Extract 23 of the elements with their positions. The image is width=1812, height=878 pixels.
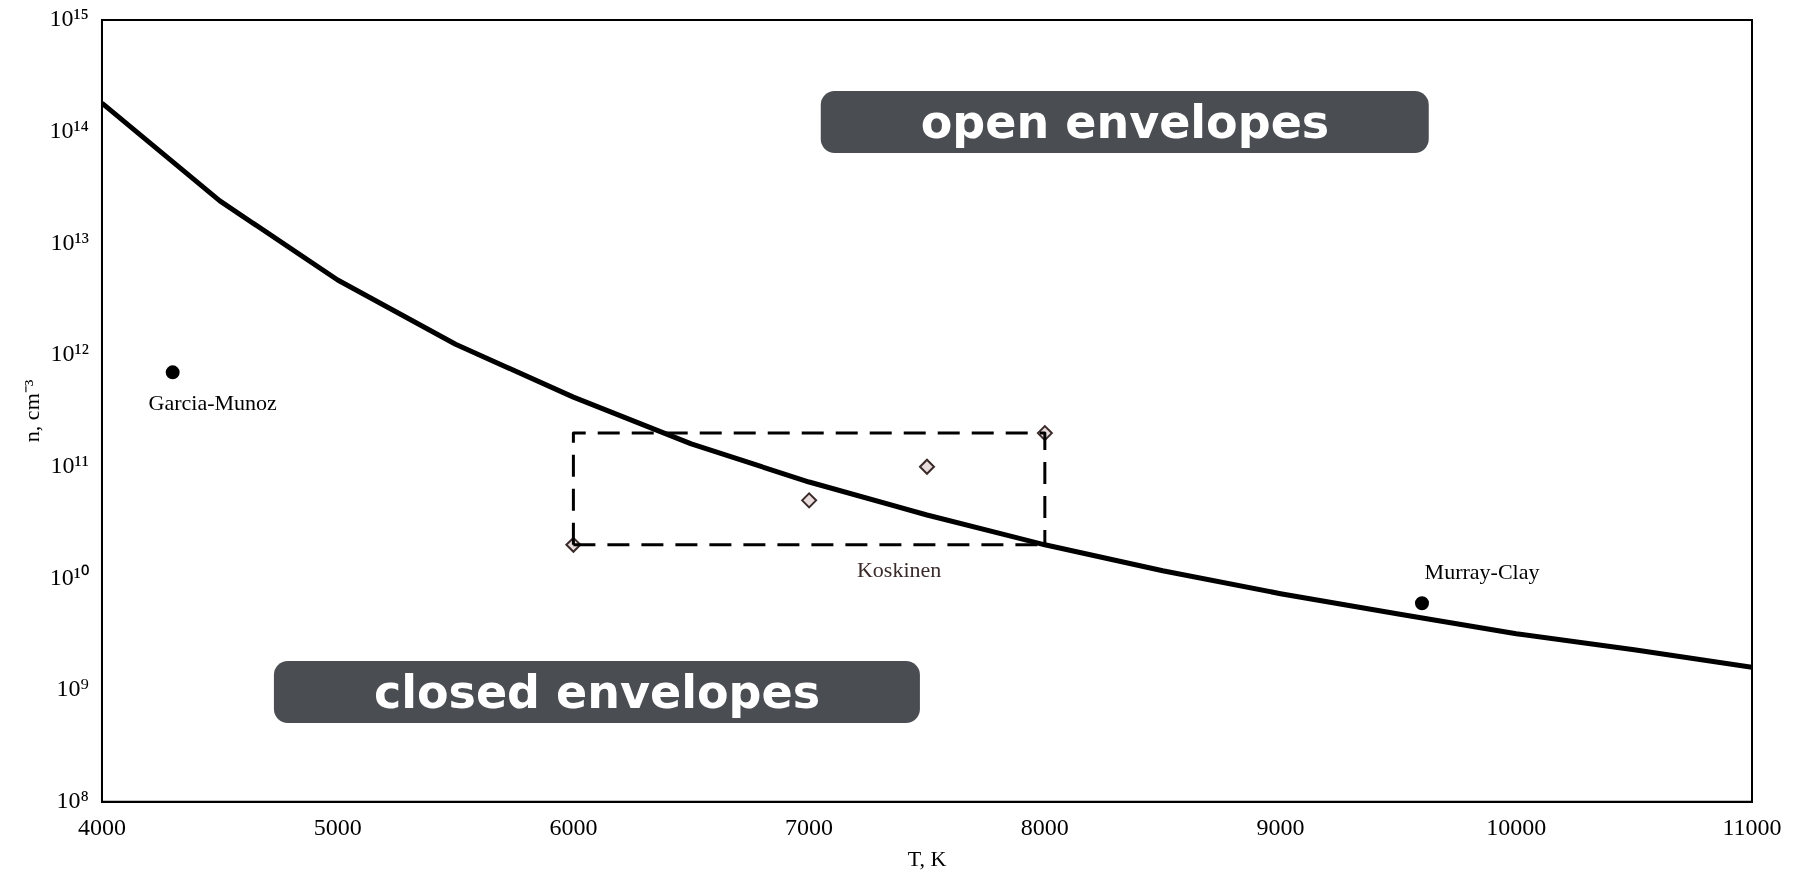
x-tick-label: 9000 [1256, 814, 1305, 841]
y-tick-label: 10⁹ [56, 675, 89, 702]
x-tick-label: 6000 [549, 814, 598, 841]
x-tick-label: 8000 [1020, 814, 1069, 841]
y-axis-title: n, cm⁻³ [18, 379, 44, 443]
y-tick-label: 10¹⁰ [49, 563, 89, 590]
series-label: Garcia-Munoz [148, 390, 278, 416]
y-tick-label: 10¹³ [50, 228, 89, 255]
y-tick-label: 10¹² [50, 340, 89, 367]
y-tick-label: 10¹⁴ [49, 116, 89, 143]
y-tick-label: 10¹⁵ [49, 5, 89, 32]
y-tick-label: 10¹¹ [50, 452, 89, 479]
label-box: closed envelopes [273, 661, 921, 724]
y-tick-label: 10⁸ [56, 787, 89, 814]
x-tick-label: 11000 [1722, 814, 1782, 841]
text: Koskinen [856, 556, 942, 582]
series-label: Murray-Clay [1424, 558, 1540, 584]
x-tick-label: 7000 [785, 814, 834, 841]
x-axis-title: T, K [907, 845, 947, 871]
label-box: open envelopes [820, 90, 1430, 153]
x-tick-label: 4000 [77, 814, 126, 841]
x-tick-label: 5000 [313, 814, 362, 841]
x-tick-label: 10000 [1486, 814, 1547, 841]
